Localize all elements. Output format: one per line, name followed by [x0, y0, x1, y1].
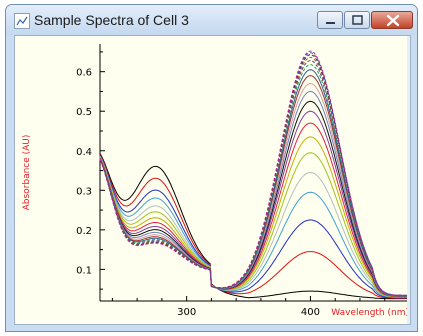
chart-area: 0.1 0.2 0.3 0.4 0.5 0.6 300 400 Wavelength (nm) A…: [14, 35, 411, 325]
window-title: Sample Spectra of Cell 3: [34, 12, 189, 28]
spectrum-line-15: [99, 64, 407, 297]
minimize-icon: [326, 22, 335, 24]
y-axis-label: Absorbance (AU): [22, 135, 32, 211]
x-tick-label: 400: [301, 307, 320, 318]
spectrum-line-1: [99, 153, 407, 300]
y-tick-label: 0.5: [76, 107, 92, 118]
spectrum-line-3: [99, 155, 407, 299]
spectrum-line-20: [99, 50, 407, 296]
maximize-icon: [352, 15, 363, 25]
spectrum-line-4: [99, 155, 407, 298]
minimize-button[interactable]: [317, 11, 343, 29]
spectrum-line-8: [99, 122, 407, 298]
x-tick-label: 300: [177, 307, 196, 318]
spectrum-line-11: [99, 90, 407, 297]
y-tick-label: 0.6: [76, 68, 92, 79]
window-edge: [407, 36, 410, 324]
spectrum-line-14: [99, 69, 407, 297]
x-axis-label: Wavelength (nm): [331, 308, 409, 318]
close-button[interactable]: [371, 11, 413, 29]
maximize-button[interactable]: [344, 11, 370, 29]
spectrum-line-9: [99, 110, 407, 297]
title-bar[interactable]: Sample Spectra of Cell 3: [6, 5, 417, 35]
close-icon: [386, 14, 400, 27]
spectrum-line-6: [99, 152, 407, 298]
spectra-window: Sample Spectra of Cell 3 0.1 0.2 0.3 0.4 0.5…: [5, 4, 418, 332]
spectrum-line-10: [99, 100, 407, 297]
spectrum-line-7: [99, 136, 407, 298]
chart-icon[interactable]: [14, 13, 30, 29]
spectrum-line-5: [99, 156, 407, 298]
spectra-chart: 0.1 0.2 0.3 0.4 0.5 0.6 300 400 Wavelength (nm) A…: [22, 44, 409, 318]
y-tick-label: 0.1: [76, 265, 92, 276]
y-tick-label: 0.2: [76, 226, 92, 237]
spectrum-line-2: [99, 154, 407, 299]
y-tick-label: 0.3: [76, 186, 92, 197]
y-tick-label: 0.4: [76, 147, 92, 158]
